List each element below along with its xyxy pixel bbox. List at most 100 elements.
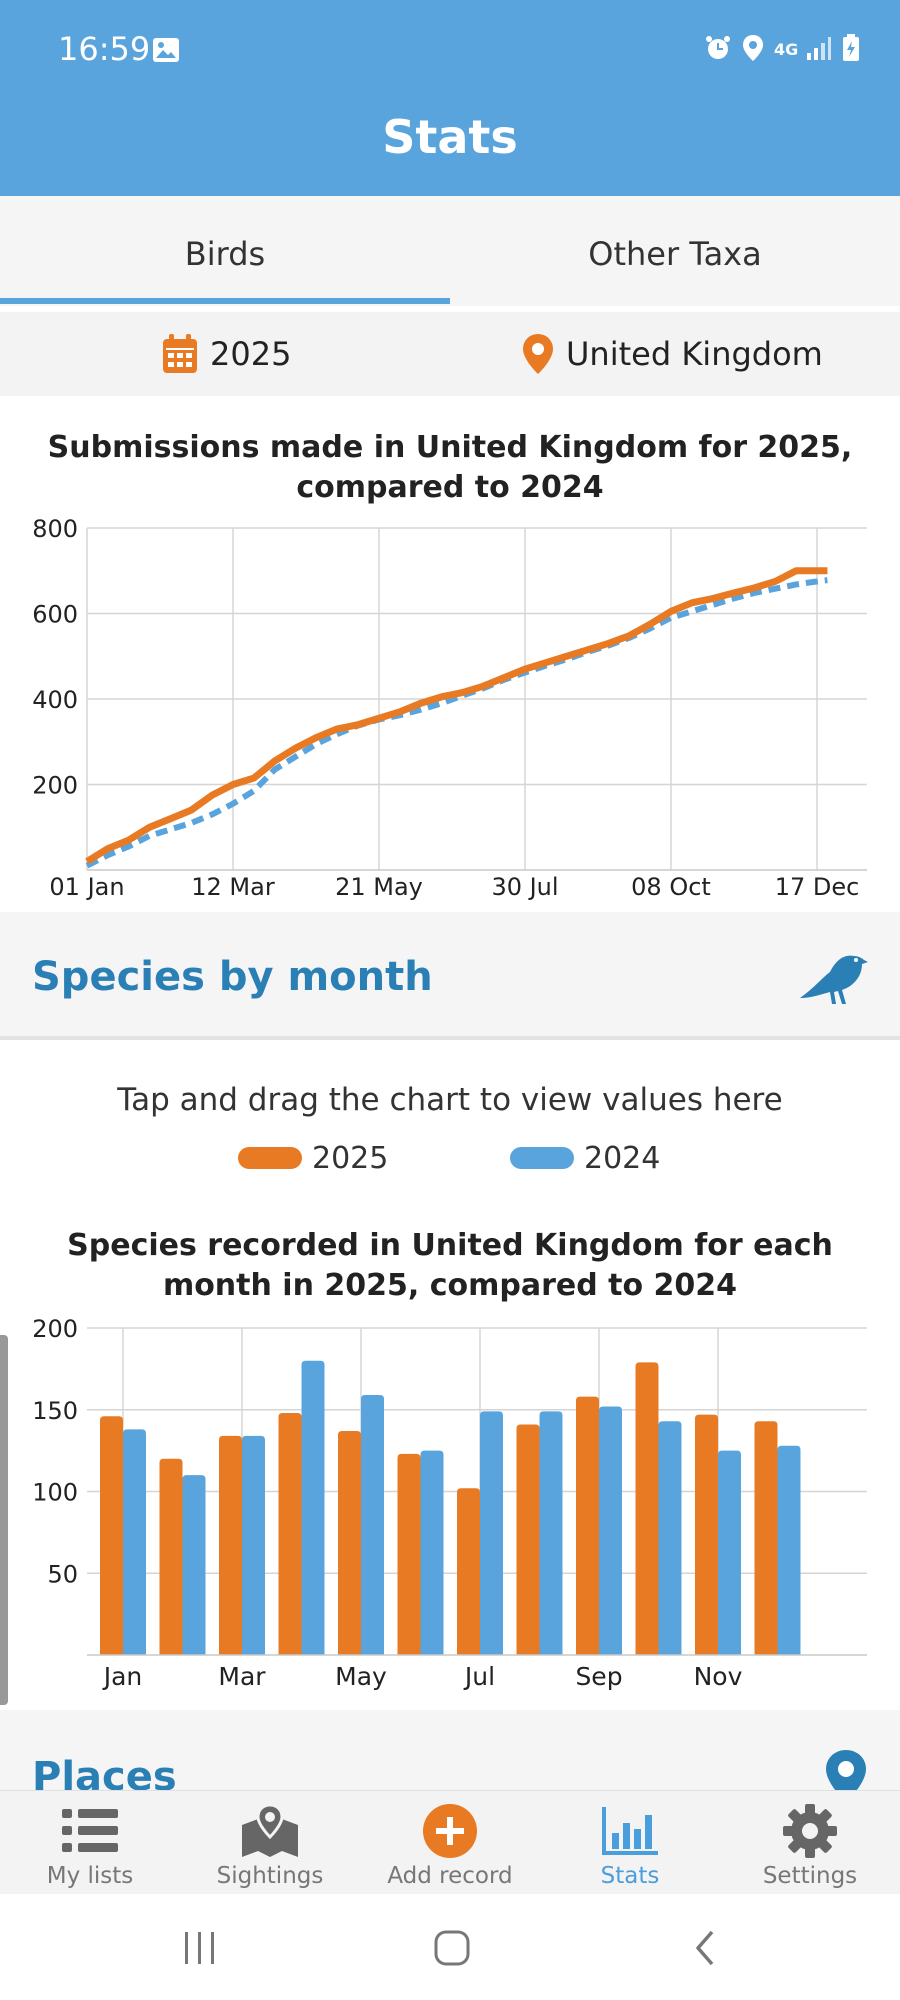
x-tick-label: Jul <box>463 1662 495 1691</box>
nav-settings[interactable]: Settings <box>720 1791 900 1895</box>
scroll-handle[interactable] <box>0 1335 8 1705</box>
x-tick-label: 12 Mar <box>191 873 275 900</box>
y-tick-label: 150 <box>32 1397 78 1425</box>
species-chart-title-line1: Species recorded in United Kingdom for e… <box>67 1228 833 1263</box>
battery-icon <box>842 34 860 66</box>
tab-bar: Birds Other Taxa <box>0 196 900 306</box>
submissions-line-chart[interactable]: 200 400 600 800 01 Jan 12 Mar 21 May 30 Jul 08 O… <box>0 510 900 900</box>
series-line-2025 <box>85 567 828 865</box>
page-title: Stats <box>382 110 518 164</box>
bar-2025-dec <box>754 1421 778 1655</box>
status-time: 16:59 <box>58 30 151 68</box>
location-pin-icon <box>523 334 553 374</box>
legend-label-2025: 2025 <box>312 1140 389 1176</box>
y-tick-label: 200 <box>32 1315 78 1343</box>
species-bar-chart[interactable]: 50 100 150 200 Jan Mar May Jul Sep Nov <box>0 1310 900 1710</box>
species-by-month-title: Species by month <box>32 954 433 1000</box>
nav-settings-label: Settings <box>762 1863 858 1889</box>
bar-2025-feb <box>159 1458 183 1655</box>
submissions-chart-title: Submissions made in United Kingdom for 2… <box>0 428 900 508</box>
status-icons: 4G <box>704 34 860 66</box>
x-tick-label: 01 Jan <box>49 873 124 900</box>
bar-2024-sep <box>599 1406 622 1655</box>
calendar-icon <box>163 334 197 373</box>
submissions-chart-title-line2: compared to 2024 <box>296 470 604 505</box>
x-tick-label: Nov <box>694 1662 743 1691</box>
nav-add-record-label: Add record <box>387 1863 513 1889</box>
bar-2024-apr <box>301 1360 325 1655</box>
y-tick-label: 600 <box>32 601 78 629</box>
legend-item-2025[interactable]: 2025 <box>238 1140 388 1176</box>
bar-2025-may <box>338 1431 361 1655</box>
bar-2024-feb <box>182 1475 206 1655</box>
y-tick-label: 400 <box>32 686 78 714</box>
nav-sightings-label: Sightings <box>216 1863 324 1889</box>
nav-add-record[interactable]: Add record <box>360 1791 540 1895</box>
location-status-icon <box>742 34 764 66</box>
bird-icon <box>800 955 868 1004</box>
x-tick-label: 08 Oct <box>631 873 711 900</box>
places-header: Places <box>0 1710 900 1790</box>
bar-2024-jan <box>123 1429 146 1655</box>
bar-2024-mar <box>242 1435 265 1655</box>
gear-icon <box>783 1804 837 1858</box>
location-filter-label: United Kingdom <box>566 335 823 373</box>
bar-2024-dec <box>777 1445 801 1655</box>
bar-2025-jul <box>457 1488 480 1655</box>
home-icon[interactable] <box>432 1928 472 1968</box>
nav-my-lists[interactable]: My lists <box>0 1791 180 1895</box>
nav-sightings[interactable]: Sightings <box>180 1791 360 1895</box>
alarm-icon <box>704 34 732 66</box>
bottom-navigation: My lists Sightings Add record Stats <box>0 1790 900 1894</box>
year-filter-label: 2025 <box>210 335 292 373</box>
x-tick-label: 30 Jul <box>491 873 558 900</box>
network-type-label: 4G <box>774 40 799 59</box>
gallery-icon <box>152 37 180 67</box>
location-filter[interactable]: United Kingdom <box>522 312 823 396</box>
bar-2024-aug <box>539 1411 563 1655</box>
year-filter[interactable]: 2025 <box>162 312 291 396</box>
add-circle-icon <box>423 1804 477 1858</box>
bar-2024-jul <box>480 1411 503 1655</box>
x-tick-label: 17 Dec <box>775 873 860 900</box>
bar-2025-mar <box>219 1435 242 1655</box>
y-tick-label: 800 <box>32 515 78 543</box>
active-tab-indicator <box>0 298 450 304</box>
legend-label-2024: 2024 <box>584 1140 661 1176</box>
back-icon[interactable] <box>690 1928 720 1968</box>
bar-2025-sep <box>576 1396 599 1655</box>
y-tick-label: 100 <box>32 1479 78 1507</box>
tab-birds[interactable]: Birds <box>184 235 266 273</box>
bar-2025-apr <box>278 1413 302 1655</box>
bar-2025-jan <box>100 1416 123 1655</box>
submissions-chart-title-line1: Submissions made in United Kingdom for 2… <box>47 430 853 465</box>
bar-2024-nov <box>718 1450 741 1655</box>
bar-2025-nov <box>695 1414 718 1655</box>
map-pin-icon <box>242 1803 298 1857</box>
list-icon <box>62 1809 118 1852</box>
nav-stats[interactable]: Stats <box>540 1791 720 1895</box>
x-tick-label: Mar <box>218 1662 266 1691</box>
places-location-pin-icon <box>826 1750 866 1790</box>
y-tick-label: 200 <box>32 772 78 800</box>
signal-icon <box>806 35 832 65</box>
nav-my-lists-label: My lists <box>46 1863 134 1889</box>
series-line-2024 <box>85 577 828 869</box>
bar-2024-may <box>361 1395 384 1655</box>
legend-item-2024[interactable]: 2024 <box>510 1140 660 1176</box>
bar-2025-aug <box>516 1424 540 1655</box>
species-chart-hint: Tap and drag the chart to view values he… <box>117 1082 783 1118</box>
tab-other-taxa[interactable]: Other Taxa <box>588 235 762 273</box>
recent-apps-icon[interactable] <box>180 1930 220 1966</box>
species-chart-title-line2: month in 2025, compared to 2024 <box>162 1268 738 1303</box>
species-by-month-header: Species by month <box>0 912 900 1040</box>
legend-swatch-2024 <box>510 1147 574 1169</box>
x-tick-label: 21 May <box>335 873 423 900</box>
x-tick-label: May <box>335 1662 387 1691</box>
places-title: Places <box>32 1754 177 1790</box>
species-chart-title: Species recorded in United Kingdom for e… <box>0 1226 900 1306</box>
bar-chart-icon <box>602 1807 658 1855</box>
filter-bar: 2025 United Kingdom <box>0 312 900 396</box>
x-tick-label: Sep <box>575 1662 622 1691</box>
status-bar: 16:59 4G <box>0 0 900 100</box>
